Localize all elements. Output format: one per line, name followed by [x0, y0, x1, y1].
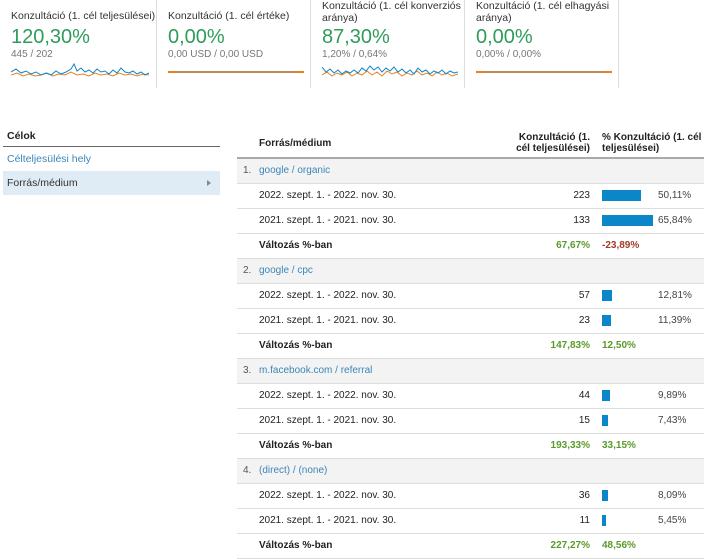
date-range-label: 2021. szept. 1. - 2021. nov. 30.	[259, 408, 512, 434]
scorecards: Konzultáció (1. cél teljesülései) 120,30…	[0, 0, 619, 90]
column-header-percent[interactable]: % Konzultáció (1. cél teljesülései)	[600, 129, 704, 159]
scorecard-title: Konzultáció (1. cél teljesülései)	[11, 10, 156, 22]
percent-value: 7,43%	[658, 414, 687, 426]
percent-value: 5,45%	[658, 514, 687, 526]
percent-value: 11,39%	[658, 314, 692, 326]
change-row: Változás %-ban 67,67% -23,89%	[237, 233, 704, 259]
goals-sidebar: Célok Célteljesülési hely Forrás/médium	[3, 127, 220, 195]
source-medium-link[interactable]: google / organic	[259, 158, 704, 184]
change-percent: 33,15%	[600, 433, 704, 459]
source-medium-link[interactable]: google / cpc	[259, 258, 704, 284]
change-percent: -23,89%	[600, 233, 704, 259]
date-range-label: 2022. szept. 1. - 2022. nov. 30.	[259, 483, 512, 509]
table-group-row: 4. (direct) / (none)	[237, 458, 704, 484]
scorecard-value: 87,30%	[322, 26, 390, 48]
table-row: 2022. szept. 1. - 2022. nov. 30. 57 12,8…	[237, 283, 704, 309]
sidebar-heading: Célok	[3, 127, 220, 147]
table-row: 2021. szept. 1. - 2021. nov. 30. 23 11,3…	[237, 308, 704, 334]
table-row: 2022. szept. 1. - 2022. nov. 30. 44 9,89…	[237, 383, 704, 409]
source-medium-link[interactable]: m.facebook.com / referral	[259, 358, 704, 384]
source-medium-link[interactable]: (direct) / (none)	[259, 458, 704, 484]
sparkline-icon	[168, 71, 304, 73]
completions-value: 57	[512, 283, 600, 309]
percent-bar	[602, 289, 612, 301]
percent-bar	[602, 214, 653, 226]
column-header-dimension[interactable]: Forrás/médium	[237, 129, 512, 159]
change-row: Változás %-ban 147,83% 12,50%	[237, 333, 704, 359]
percent-bar	[602, 514, 606, 526]
table-row: 2021. szept. 1. - 2021. nov. 30. 15 7,43…	[237, 408, 704, 434]
sidebar-item-label: Forrás/médium	[7, 177, 78, 189]
percent-bar	[602, 189, 641, 201]
change-row: Változás %-ban 193,33% 33,15%	[237, 433, 704, 459]
change-percent: 12,50%	[600, 333, 704, 359]
table-row: 2022. szept. 1. - 2022. nov. 30. 36 8,09…	[237, 483, 704, 509]
scorecard-title: Konzultáció (1. cél értéke)	[168, 10, 290, 22]
scorecard-sub: 445 / 202	[11, 49, 53, 60]
sparkline-icon	[11, 63, 149, 77]
row-index: 4.	[237, 458, 259, 484]
change-label: Változás %-ban	[259, 333, 512, 359]
date-range-label: 2021. szept. 1. - 2021. nov. 30.	[259, 508, 512, 534]
date-range-label: 2021. szept. 1. - 2021. nov. 30.	[259, 308, 512, 334]
scorecard-abandon-rate[interactable]: Konzultáció (1. cél elhagyási aránya) 0,…	[465, 0, 619, 88]
percent-bar	[602, 314, 611, 326]
row-index: 1.	[237, 158, 259, 184]
change-percent: 48,56%	[600, 533, 704, 559]
change-value: 67,67%	[512, 233, 600, 259]
percent-value: 50,11%	[658, 189, 692, 201]
scorecard-completions[interactable]: Konzultáció (1. cél teljesülései) 120,30…	[0, 0, 157, 88]
table-row: 2022. szept. 1. - 2022. nov. 30. 223 50,…	[237, 183, 704, 209]
table-group-row: 3. m.facebook.com / referral	[237, 358, 704, 384]
change-label: Változás %-ban	[259, 533, 512, 559]
column-header-completions[interactable]: Konzultáció (1. cél teljesülései)	[512, 129, 600, 159]
percent-value: 9,89%	[658, 389, 687, 401]
completions-value: 223	[512, 183, 600, 209]
completions-value: 15	[512, 408, 600, 434]
change-value: 147,83%	[512, 333, 600, 359]
date-range-label: 2022. szept. 1. - 2022. nov. 30.	[259, 183, 512, 209]
percent-value: 65,84%	[658, 214, 692, 226]
scorecard-conversion-rate[interactable]: Konzultáció (1. cél konverziós aránya) 8…	[311, 0, 465, 88]
scorecard-sub: 1,20% / 0,64%	[322, 49, 388, 60]
date-range-label: 2021. szept. 1. - 2021. nov. 30.	[259, 208, 512, 234]
scorecard-value: 0,00%	[168, 26, 225, 48]
table-row: 2021. szept. 1. - 2021. nov. 30. 11 5,45…	[237, 508, 704, 534]
completions-value: 11	[512, 508, 600, 534]
scorecard-value-metric[interactable]: Konzultáció (1. cél értéke) 0,00% 0,00 U…	[157, 0, 311, 88]
percent-bar	[602, 414, 608, 426]
chevron-right-icon	[207, 180, 211, 186]
completions-value: 23	[512, 308, 600, 334]
scorecard-sub: 0,00 USD / 0,00 USD	[168, 49, 264, 60]
scorecard-title: Konzultáció (1. cél konverziós aránya)	[322, 0, 461, 24]
scorecard-value: 120,30%	[11, 26, 90, 48]
table-group-row: 2. google / cpc	[237, 258, 704, 284]
date-range-label: 2022. szept. 1. - 2022. nov. 30.	[259, 283, 512, 309]
completions-value: 44	[512, 383, 600, 409]
sparkline-icon	[322, 65, 458, 77]
sparkline-icon	[476, 71, 612, 73]
data-table: Forrás/médium Konzultáció (1. cél teljes…	[237, 129, 704, 559]
completions-value: 133	[512, 208, 600, 234]
scorecard-value: 0,00%	[476, 26, 533, 48]
change-value: 227,27%	[512, 533, 600, 559]
scorecard-sub: 0,00% / 0,00%	[476, 49, 542, 60]
completions-value: 36	[512, 483, 600, 509]
row-index: 2.	[237, 258, 259, 284]
percent-value: 8,09%	[658, 489, 687, 501]
table-group-row: 1. google / organic	[237, 158, 704, 184]
change-label: Változás %-ban	[259, 433, 512, 459]
percent-bar	[602, 389, 610, 401]
change-value: 193,33%	[512, 433, 600, 459]
scorecard-title: Konzultáció (1. cél elhagyási aránya)	[476, 0, 610, 24]
percent-value: 12,81%	[658, 289, 692, 301]
sidebar-item-goal-location[interactable]: Célteljesülési hely	[7, 153, 92, 165]
sidebar-item-source-medium[interactable]: Forrás/médium	[3, 171, 220, 195]
percent-bar	[602, 489, 608, 501]
change-row: Változás %-ban 227,27% 48,56%	[237, 533, 704, 559]
date-range-label: 2022. szept. 1. - 2022. nov. 30.	[259, 383, 512, 409]
change-label: Változás %-ban	[259, 233, 512, 259]
table-row: 2021. szept. 1. - 2021. nov. 30. 133 65,…	[237, 208, 704, 234]
row-index: 3.	[237, 358, 259, 384]
